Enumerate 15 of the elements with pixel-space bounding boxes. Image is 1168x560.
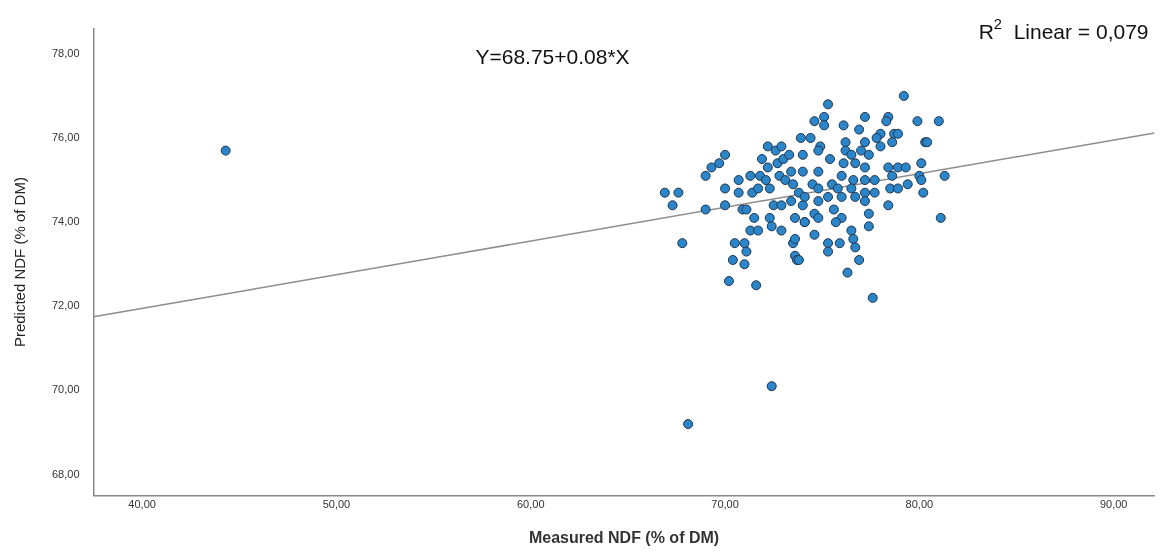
y-axis-title: Predicted NDF (% of DM) (11, 177, 29, 348)
x-tick-label: 50,00 (322, 498, 351, 511)
y-tick-label: 78,00 (52, 46, 80, 59)
annotation: Y=68.75+0.08*X (475, 44, 630, 68)
x-tick-label: 60,00 (516, 498, 545, 511)
y-tick-label: 70,00 (52, 383, 80, 396)
y-tick-label: 74,00 (52, 215, 80, 228)
x-tick-label: 90,00 (1099, 498, 1128, 511)
x-axis-title: Measured NDF (% of DM) (528, 528, 720, 546)
x-tick-label: 80,00 (905, 498, 934, 511)
y-tick-label: 68,00 (52, 467, 80, 480)
x-tick-label: 70,00 (711, 498, 739, 511)
x-tick-label: 40,00 (128, 498, 156, 511)
y-tick-label: 72,00 (52, 299, 80, 312)
y-tick-label: 76,00 (52, 131, 80, 144)
